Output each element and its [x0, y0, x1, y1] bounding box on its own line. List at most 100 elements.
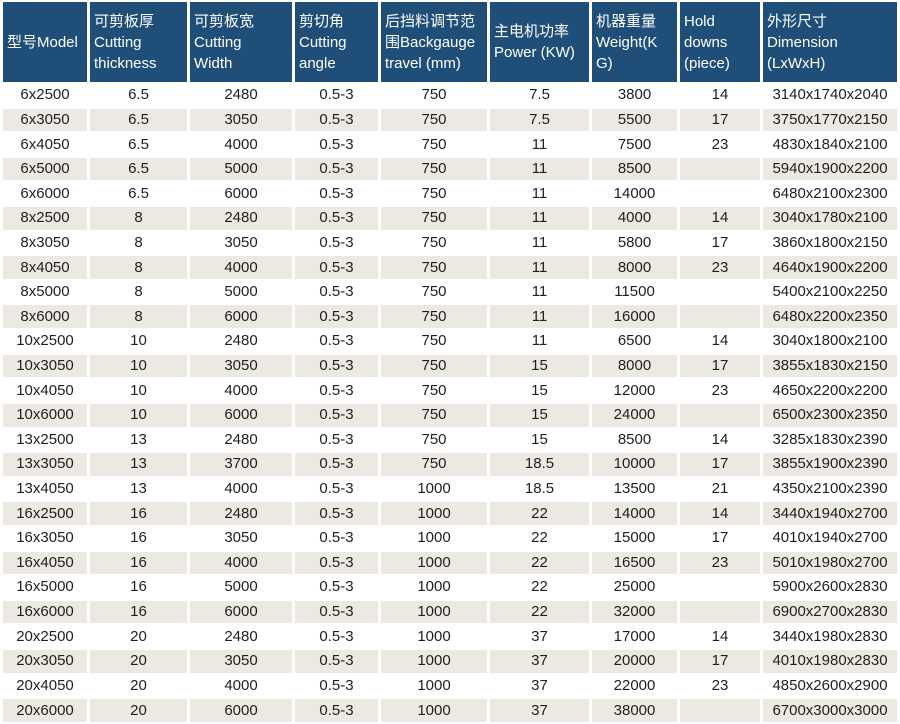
cell-dimension: 6900x2700x2830: [763, 600, 897, 624]
cell-cutting_angle: 0.5-3: [295, 256, 378, 279]
table-row: 10x2500 10 2480 0.5-3 750 11 6500 14 3040x1800x2…: [3, 330, 897, 353]
cell-weight: 16500: [592, 551, 677, 575]
cell-cutting_angle: 0.5-3: [295, 502, 378, 525]
column-header-model: 型号Model: [3, 2, 87, 82]
cell-cutting_thickness: 16: [90, 600, 187, 624]
cell-weight: 20000: [592, 650, 677, 673]
cell-model: 13x2500: [3, 428, 87, 452]
cell-cutting_angle: 0.5-3: [295, 625, 378, 649]
cell-model: 20x6000: [3, 699, 87, 722]
cell-hold_downs: [680, 403, 760, 427]
cell-cutting_thickness: 8: [90, 256, 187, 279]
table-row: 10x6000 10 6000 0.5-3 750 15 24000 6500x2300x23…: [3, 403, 897, 427]
cell-hold_downs: 17: [680, 526, 760, 550]
cell-cutting_angle: 0.5-3: [295, 231, 378, 255]
cell-weight: 38000: [592, 699, 677, 722]
cell-hold_downs: 23: [680, 551, 760, 575]
cell-backgauge_travel: 750: [381, 256, 487, 279]
cell-cutting_thickness: 13: [90, 428, 187, 452]
cell-weight: 5500: [592, 108, 677, 132]
cell-dimension: 3040x1780x2100: [763, 207, 897, 230]
cell-cutting_thickness: 10: [90, 354, 187, 378]
table-row: 8x5000 8 5000 0.5-3 750 11 11500 5400x2100x2250: [3, 280, 897, 304]
cell-cutting_thickness: 6.5: [90, 84, 187, 107]
cell-backgauge_travel: 1000: [381, 551, 487, 575]
cell-weight: 8500: [592, 157, 677, 181]
column-header-hold_downs: Hold downs (piece): [680, 2, 760, 82]
table-row: 6x5000 6.5 5000 0.5-3 750 11 8500 5940x1900x220…: [3, 157, 897, 181]
cell-hold_downs: [680, 576, 760, 599]
cell-weight: 10000: [592, 453, 677, 476]
cell-backgauge_travel: 1000: [381, 600, 487, 624]
cell-hold_downs: 14: [680, 625, 760, 649]
cell-cutting_angle: 0.5-3: [295, 699, 378, 722]
cell-cutting_thickness: 16: [90, 551, 187, 575]
cell-power: 15: [490, 428, 589, 452]
cell-cutting_thickness: 13: [90, 453, 187, 476]
table-row: 8x6000 8 6000 0.5-3 750 11 16000 6480x2200x2350: [3, 305, 897, 329]
cell-model: 16x3050: [3, 526, 87, 550]
cell-power: 11: [490, 157, 589, 181]
cell-cutting_width: 3050: [190, 108, 292, 132]
cell-weight: 8000: [592, 354, 677, 378]
cell-cutting_thickness: 6.5: [90, 133, 187, 156]
cell-cutting_angle: 0.5-3: [295, 453, 378, 476]
cell-weight: 8000: [592, 256, 677, 279]
cell-cutting_angle: 0.5-3: [295, 551, 378, 575]
cell-weight: 5800: [592, 231, 677, 255]
table-row: 20x3050 20 3050 0.5-3 1000 37 20000 17 4010x1980…: [3, 650, 897, 673]
cell-cutting_angle: 0.5-3: [295, 84, 378, 107]
cell-weight: 7500: [592, 133, 677, 156]
cell-backgauge_travel: 1000: [381, 502, 487, 525]
cell-cutting_thickness: 10: [90, 379, 187, 402]
cell-backgauge_travel: 750: [381, 157, 487, 181]
cell-model: 6x3050: [3, 108, 87, 132]
table-row: 16x3050 16 3050 0.5-3 1000 22 15000 17 4010x1940…: [3, 526, 897, 550]
cell-cutting_thickness: 8: [90, 280, 187, 304]
cell-weight: 25000: [592, 576, 677, 599]
cell-backgauge_travel: 1000: [381, 674, 487, 698]
cell-backgauge_travel: 1000: [381, 526, 487, 550]
cell-backgauge_travel: 750: [381, 182, 487, 206]
cell-cutting_width: 4000: [190, 477, 292, 501]
cell-weight: 4000: [592, 207, 677, 230]
cell-cutting_thickness: 8: [90, 231, 187, 255]
table-row: 8x2500 8 2480 0.5-3 750 11 4000 14 3040x1780x210…: [3, 207, 897, 230]
cell-dimension: 4850x2600x2900: [763, 674, 897, 698]
cell-cutting_angle: 0.5-3: [295, 330, 378, 353]
cell-hold_downs: [680, 305, 760, 329]
cell-cutting_width: 2480: [190, 207, 292, 230]
cell-weight: 15000: [592, 526, 677, 550]
cell-model: 20x2500: [3, 625, 87, 649]
cell-weight: 3800: [592, 84, 677, 107]
cell-hold_downs: [680, 182, 760, 206]
cell-cutting_angle: 0.5-3: [295, 108, 378, 132]
cell-hold_downs: 23: [680, 674, 760, 698]
cell-model: 6x6000: [3, 182, 87, 206]
table-row: 16x6000 16 6000 0.5-3 1000 22 32000 6900x2700x2…: [3, 600, 897, 624]
cell-cutting_thickness: 10: [90, 330, 187, 353]
cell-power: 11: [490, 330, 589, 353]
cell-dimension: 3140x1740x2040: [763, 84, 897, 107]
cell-weight: 16000: [592, 305, 677, 329]
cell-cutting_angle: 0.5-3: [295, 600, 378, 624]
cell-backgauge_travel: 750: [381, 453, 487, 476]
cell-cutting_width: 5000: [190, 157, 292, 181]
cell-power: 15: [490, 379, 589, 402]
cell-power: 22: [490, 576, 589, 599]
cell-cutting_angle: 0.5-3: [295, 280, 378, 304]
cell-power: 37: [490, 625, 589, 649]
cell-cutting_thickness: 20: [90, 674, 187, 698]
cell-power: 18.5: [490, 453, 589, 476]
cell-hold_downs: 14: [680, 330, 760, 353]
cell-cutting_width: 5000: [190, 576, 292, 599]
cell-dimension: 3040x1800x2100: [763, 330, 897, 353]
cell-hold_downs: 23: [680, 256, 760, 279]
cell-cutting_width: 4000: [190, 379, 292, 402]
cell-cutting_thickness: 6.5: [90, 108, 187, 132]
column-header-cutting_thickness: 可剪板厚 Cutting thickness: [90, 2, 187, 82]
cell-dimension: 6500x2300x2350: [763, 403, 897, 427]
cell-weight: 12000: [592, 379, 677, 402]
cell-model: 13x3050: [3, 453, 87, 476]
cell-cutting_angle: 0.5-3: [295, 403, 378, 427]
